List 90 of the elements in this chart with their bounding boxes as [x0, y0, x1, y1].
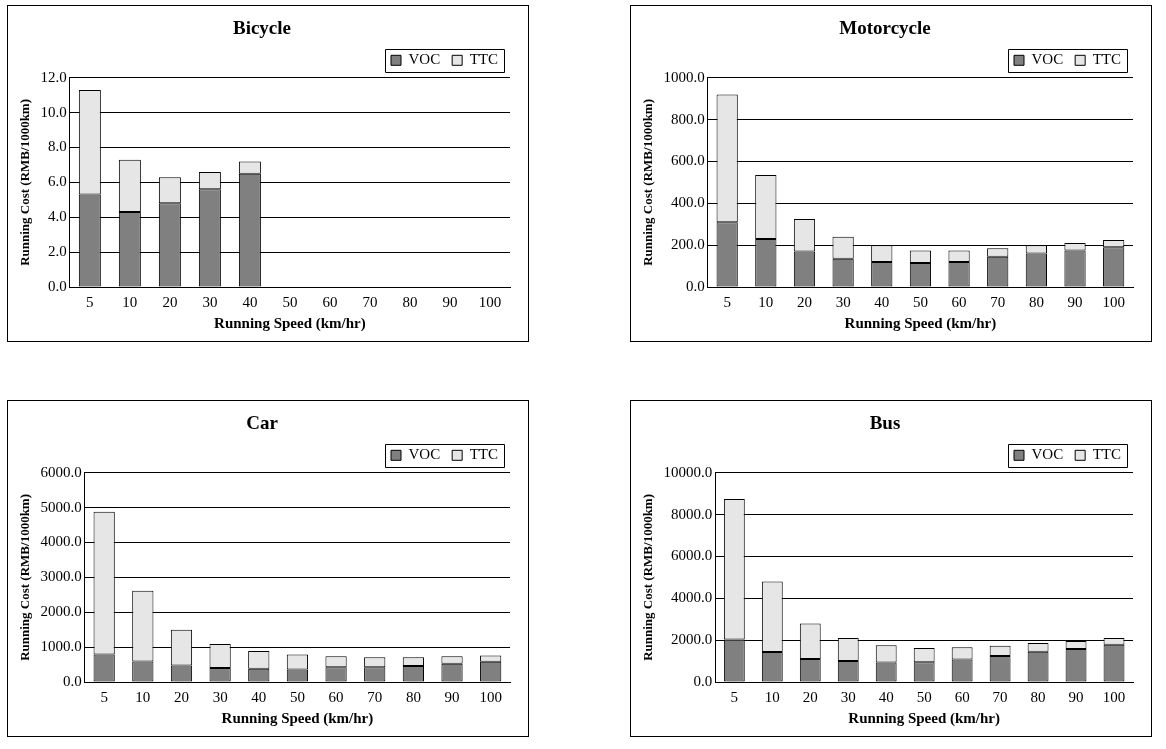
y-tick-label: 3000.0: [40, 568, 82, 585]
x-axis-title: Running Speed (km/hr): [214, 314, 366, 332]
y-tick-label: 4000.0: [671, 589, 713, 606]
legend-label: TTC: [1092, 446, 1122, 463]
x-tick-label: 20: [162, 293, 178, 310]
chart-title: Bicycle: [232, 17, 292, 39]
x-tick-label: 100: [478, 293, 502, 310]
y-tick-label: 200.0: [671, 236, 705, 253]
x-tick-label: 20: [173, 688, 189, 705]
y-tick-label: 800.0: [671, 110, 705, 127]
x-tick-label: 5: [86, 293, 94, 310]
x-tick-label: 20: [796, 293, 812, 310]
x-tick-label: 10: [122, 293, 138, 310]
x-tick-label: 80: [405, 688, 421, 705]
x-tick-label: 100: [1102, 293, 1125, 310]
x-tick-label: 5: [730, 688, 739, 705]
y-axis-title: Running Cost (RMB/1000km): [17, 493, 33, 661]
x-tick-label: 5: [100, 688, 108, 705]
y-tick-label: 5000.0: [40, 498, 82, 515]
y-tick-label: 0.0: [686, 277, 705, 294]
x-tick-label: 40: [874, 293, 890, 310]
x-tick-label: 40: [251, 688, 267, 705]
y-tick-label: 400.0: [671, 194, 705, 211]
x-tick-label: 50: [282, 293, 298, 310]
y-tick-label: 2000.0: [671, 631, 713, 648]
x-tick-label: 10: [758, 293, 774, 310]
x-tick-label: 20: [802, 688, 818, 705]
x-axis-title: Running Speed (km/hr): [844, 314, 997, 332]
x-tick-label: 90: [1068, 688, 1084, 705]
y-axis-title: Running Cost (RMB/1000km): [640, 98, 656, 266]
y-tick-label: 0.0: [48, 277, 67, 294]
x-tick-label: 60: [322, 293, 338, 310]
x-tick-label: 80: [402, 293, 418, 310]
x-tick-label: 60: [954, 688, 970, 705]
y-tick-label: 10000.0: [663, 463, 713, 480]
y-tick-label: 8000.0: [671, 505, 713, 522]
x-tick-label: 30: [840, 688, 856, 705]
legend-label: VOC: [408, 446, 441, 463]
x-tick-label: 70: [367, 688, 383, 705]
x-tick-label: 80: [1028, 293, 1044, 310]
x-tick-label: 30: [835, 293, 851, 310]
y-tick-label: 2.0: [48, 243, 67, 260]
y-axis-title: Running Cost (RMB/1000km): [17, 98, 33, 266]
legend-label: TTC: [469, 446, 499, 463]
x-tick-label: 10: [135, 688, 151, 705]
x-tick-label: 50: [916, 688, 932, 705]
x-tick-label: 70: [362, 293, 378, 310]
x-tick-label: 5: [723, 293, 731, 310]
y-tick-label: 2000.0: [40, 603, 82, 620]
y-tick-label: 0.0: [693, 672, 713, 689]
x-tick-label: 40: [878, 688, 894, 705]
x-tick-label: 60: [951, 293, 967, 310]
x-tick-label: 50: [912, 293, 928, 310]
y-tick-label: 10.0: [40, 103, 67, 120]
y-tick-label: 6.0: [48, 173, 67, 190]
chart-title: Car: [246, 412, 279, 434]
legend-label: TTC: [1092, 51, 1122, 68]
x-tick-label: 60: [328, 688, 344, 705]
x-axis-title: Running Speed (km/hr): [221, 709, 374, 727]
x-tick-label: 80: [1030, 688, 1046, 705]
y-tick-label: 4000.0: [40, 533, 82, 550]
x-tick-label: 100: [479, 688, 502, 705]
y-tick-label: 1000.0: [40, 638, 82, 655]
x-tick-label: 30: [212, 688, 228, 705]
x-tick-label: 10: [764, 688, 780, 705]
x-tick-label: 40: [242, 293, 258, 310]
x-tick-label: 70: [990, 293, 1006, 310]
y-tick-label: 12.0: [40, 68, 67, 85]
y-tick-label: 6000.0: [40, 463, 82, 480]
legend-label: VOC: [408, 51, 441, 68]
x-tick-label: 100: [1102, 688, 1126, 705]
x-tick-label: 50: [289, 688, 305, 705]
legend-label: VOC: [1031, 51, 1064, 68]
chart-title: Bus: [869, 412, 901, 434]
chart-title: Motorcycle: [839, 17, 931, 39]
legend-label: TTC: [469, 51, 499, 68]
x-tick-label: 90: [444, 688, 460, 705]
x-tick-label: 90: [442, 293, 458, 310]
x-tick-label: 70: [992, 688, 1008, 705]
y-tick-label: 4.0: [48, 208, 67, 225]
y-tick-label: 6000.0: [671, 547, 713, 564]
y-axis-title: Running Cost (RMB/1000km): [640, 493, 656, 661]
x-tick-label: 90: [1067, 293, 1083, 310]
y-tick-label: 8.0: [48, 138, 67, 155]
y-tick-label: 600.0: [671, 152, 705, 169]
y-tick-label: 0.0: [63, 672, 82, 689]
x-tick-label: 30: [202, 293, 218, 310]
y-tick-label: 1000.0: [663, 68, 705, 85]
x-axis-title: Running Speed (km/hr): [848, 709, 1001, 727]
legend-label: VOC: [1031, 446, 1064, 463]
